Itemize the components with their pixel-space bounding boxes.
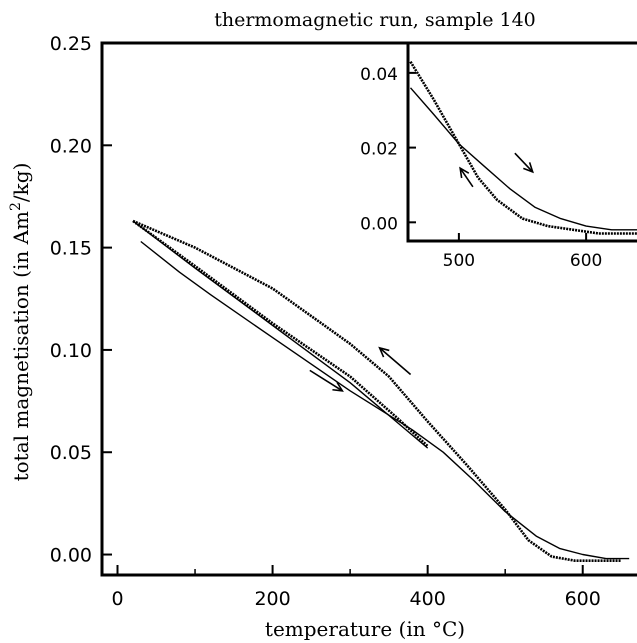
- main-arrow-shaft-cooling: [379, 347, 412, 376]
- main-series-line-4: [132, 219, 429, 448]
- main-series-group: [132, 219, 630, 563]
- main-series-line-3: [132, 220, 429, 449]
- inset-y-tick-label: 0.00: [360, 214, 398, 234]
- inset-frame-line: [406, 41, 637, 243]
- main-series-line-2: [132, 219, 622, 563]
- main-frame-line: [100, 41, 637, 577]
- main-y-tick-label: 0.00: [50, 545, 92, 567]
- inset-arrow-shaft-cooling: [459, 167, 474, 188]
- inset-series-line-2: [409, 61, 637, 235]
- main-arrow-head-heating: [332, 381, 344, 392]
- main-arrows-group: [309, 346, 412, 392]
- main-tick-labels: 0 200 400 600 0.00 0.05 0.10 0.15 0.20 0.25: [50, 33, 601, 610]
- main-y-tick-label: 0.20: [50, 135, 92, 157]
- main-series-line-1: [140, 240, 630, 560]
- y-axis-label-part-2: /kg): [9, 163, 33, 202]
- inset-y-tick-label: 0.02: [360, 140, 398, 160]
- inset-plot-frame: [406, 41, 637, 243]
- main-x-tick-label: 0: [111, 588, 123, 610]
- inset-x-tick-label: 500: [443, 251, 475, 271]
- main-arrow-shaft-heating: [309, 369, 343, 392]
- main-y-tick-label: 0.10: [50, 340, 92, 362]
- chart-title: thermomagnetic run, sample 140: [214, 9, 536, 31]
- inset-x-tick-label: 600: [570, 251, 602, 271]
- main-plot-frame: [100, 41, 637, 577]
- main-arrow-head-cooling: [378, 346, 390, 358]
- inset-tick-labels: 500 600 0.00 0.02 0.04: [360, 65, 602, 271]
- inset-background: [408, 43, 637, 241]
- main-x-tick-label: 200: [254, 588, 290, 610]
- y-axis-label-superscript: 2: [8, 202, 24, 211]
- main-x-tick-label: 600: [565, 588, 601, 610]
- main-y-tick-label: 0.25: [50, 33, 92, 55]
- main-y-tick-label: 0.15: [50, 238, 92, 260]
- inset-series-line-1: [409, 87, 637, 231]
- inset-arrows-group: [459, 152, 534, 188]
- inset-y-tick-label: 0.04: [360, 65, 398, 85]
- x-axis-label: temperature (in °C): [265, 617, 465, 641]
- inset-series-group: [409, 61, 637, 235]
- y-axis-label-part-1: total magnetisation (in Am: [9, 211, 33, 481]
- inset-arrow-head-cooling: [459, 166, 470, 179]
- main-x-tick-label: 400: [410, 588, 446, 610]
- y-axis-label: total magnetisation (in Am2/kg): [8, 163, 33, 482]
- main-y-tick-label: 0.05: [50, 442, 92, 464]
- inset-arrow-shaft-heating: [514, 152, 534, 173]
- inset-arrow-head-heating: [523, 162, 534, 174]
